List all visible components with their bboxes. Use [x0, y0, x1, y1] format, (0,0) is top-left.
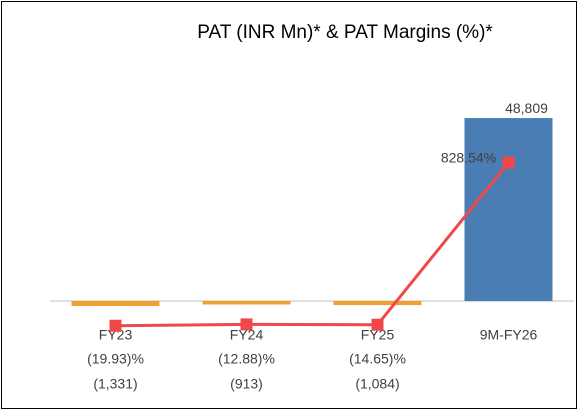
bar-value-label: (1,084)	[355, 376, 399, 392]
bar-value-label: (1,331)	[93, 376, 137, 392]
x-tick-label: FY24	[230, 327, 264, 343]
line-marker	[371, 318, 384, 331]
line-marker	[109, 319, 122, 332]
bar-value-label: (913)	[230, 376, 263, 392]
line	[115, 161, 510, 328]
bar	[71, 301, 160, 307]
line-value-label: (12.88)%	[218, 351, 275, 367]
x-tick-label: FY25	[361, 327, 395, 343]
x-tick-label: FY23	[99, 327, 133, 343]
line-value-label: 828.54%	[441, 149, 496, 165]
line-marker	[240, 318, 253, 331]
bar-value-label: 48,809	[505, 100, 548, 116]
bar	[464, 118, 553, 302]
line-value-label: (14.65)%	[349, 351, 406, 367]
x-tick-label: 9M-FY26	[480, 327, 538, 343]
line-value-label: (19.93)%	[87, 351, 144, 367]
chart-title: PAT (INR Mn)* & PAT Margins (%)*	[197, 22, 493, 43]
bar	[333, 301, 422, 306]
line-marker	[502, 156, 515, 169]
bar	[202, 301, 291, 305]
